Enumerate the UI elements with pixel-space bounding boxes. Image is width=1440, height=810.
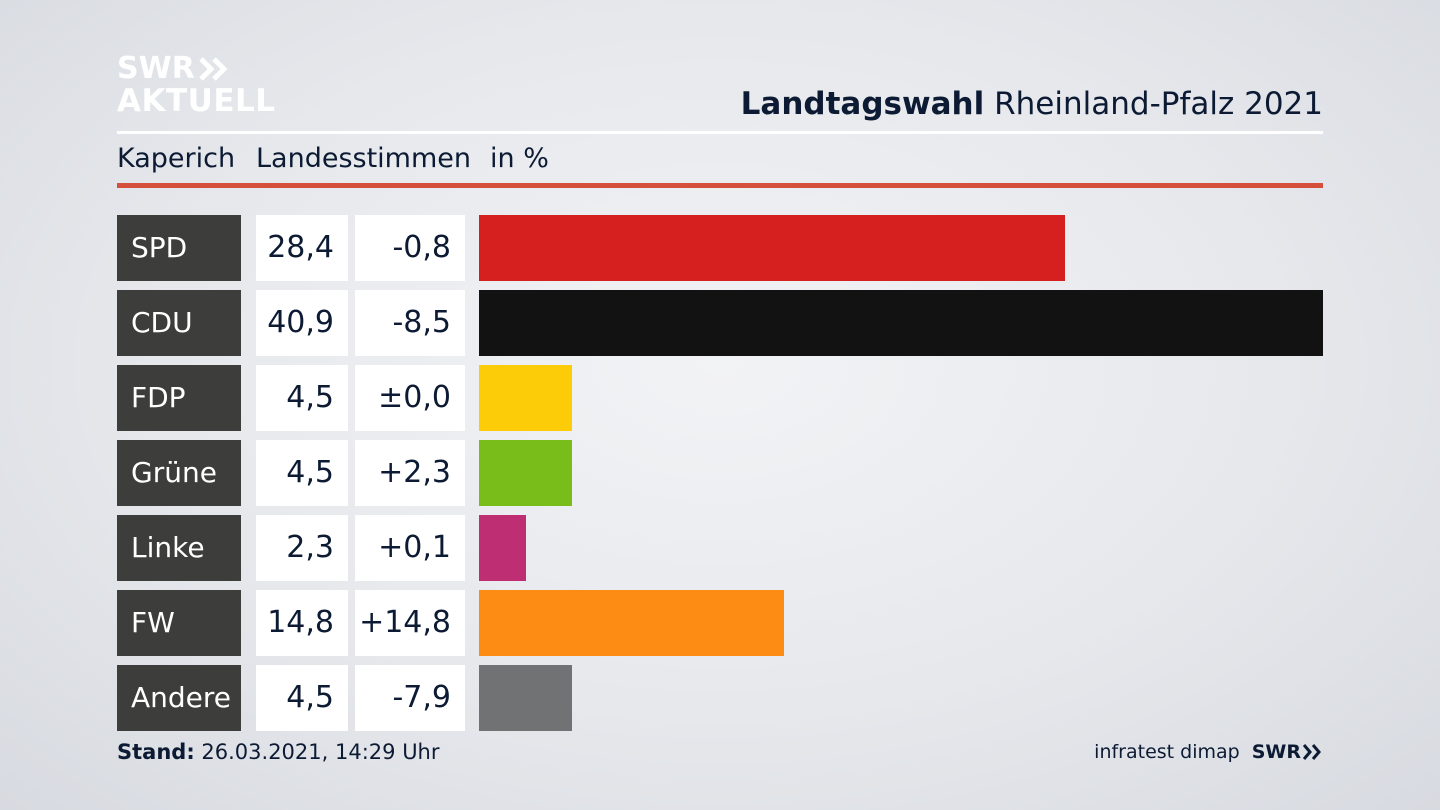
party-label: FW bbox=[117, 590, 241, 656]
bar-row: FW 14,8 +14,8 bbox=[117, 590, 1323, 656]
value-label: 28,4 bbox=[256, 215, 348, 281]
bar-row: FDP 4,5 ±0,0 bbox=[117, 365, 1323, 431]
change-label: -7,9 bbox=[355, 665, 465, 731]
value-label: 4,5 bbox=[256, 365, 348, 431]
party-label: SPD bbox=[117, 215, 241, 281]
subheader-location: Kaperich bbox=[117, 143, 236, 174]
change-label: +14,8 bbox=[355, 590, 465, 656]
bar-track bbox=[479, 365, 1323, 431]
change-label: ±0,0 bbox=[355, 365, 465, 431]
bar bbox=[479, 665, 572, 731]
change-label: -0,8 bbox=[355, 215, 465, 281]
value-label: 40,9 bbox=[256, 290, 348, 356]
logo-line1: SWR bbox=[117, 51, 195, 86]
party-label: Grüne bbox=[117, 440, 241, 506]
headline-bold: Landtagswahl bbox=[740, 86, 985, 122]
bar-track bbox=[479, 590, 1323, 656]
bar-track bbox=[479, 290, 1323, 356]
footer-brand: SWR bbox=[1252, 741, 1323, 763]
bar bbox=[479, 290, 1323, 356]
stand-label: Stand: bbox=[117, 740, 195, 764]
change-label: -8,5 bbox=[355, 290, 465, 356]
party-label: Andere bbox=[117, 665, 241, 731]
timestamp: Stand: 26.03.2021, 14:29 Uhr bbox=[117, 740, 440, 764]
bar bbox=[479, 590, 784, 656]
logo-line2: AKTUELL bbox=[117, 83, 276, 119]
bar-track bbox=[479, 665, 1323, 731]
footer-double-chevron-icon bbox=[1303, 744, 1321, 760]
bar bbox=[479, 515, 526, 581]
double-chevron-icon bbox=[199, 57, 228, 81]
swr-aktuell-logo: SWR AKTUELL bbox=[117, 54, 276, 117]
bar-row: SPD 28,4 -0,8 bbox=[117, 215, 1323, 281]
bar-row: Andere 4,5 -7,9 bbox=[117, 665, 1323, 731]
bar-row: Linke 2,3 +0,1 bbox=[117, 515, 1323, 581]
headline-regular: Rheinland-Pfalz 2021 bbox=[994, 86, 1323, 122]
header-divider bbox=[117, 131, 1323, 134]
value-label: 4,5 bbox=[256, 665, 348, 731]
subheader-measure: Landesstimmen bbox=[256, 143, 471, 174]
value-label: 14,8 bbox=[256, 590, 348, 656]
bar-row: Grüne 4,5 +2,3 bbox=[117, 440, 1323, 506]
bar-row: CDU 40,9 -8,5 bbox=[117, 290, 1323, 356]
bar bbox=[479, 440, 572, 506]
party-label: CDU bbox=[117, 290, 241, 356]
party-label: FDP bbox=[117, 365, 241, 431]
source-credit: infratest dimap SWR bbox=[1094, 741, 1323, 763]
subheader-divider bbox=[117, 183, 1323, 188]
subheader-unit: in % bbox=[490, 143, 549, 174]
footer-brand-text: SWR bbox=[1251, 741, 1301, 763]
bar-track bbox=[479, 440, 1323, 506]
value-label: 4,5 bbox=[256, 440, 348, 506]
party-label: Linke bbox=[117, 515, 241, 581]
stand-value: 26.03.2021, 14:29 Uhr bbox=[201, 740, 440, 764]
bar bbox=[479, 365, 572, 431]
bar-track bbox=[479, 215, 1323, 281]
source-name: infratest dimap bbox=[1094, 741, 1240, 763]
change-label: +0,1 bbox=[355, 515, 465, 581]
chart-headline: Landtagswahl Rheinland-Pfalz 2021 bbox=[741, 86, 1323, 122]
value-label: 2,3 bbox=[256, 515, 348, 581]
change-label: +2,3 bbox=[355, 440, 465, 506]
bar-track bbox=[479, 515, 1323, 581]
bar bbox=[479, 215, 1065, 281]
